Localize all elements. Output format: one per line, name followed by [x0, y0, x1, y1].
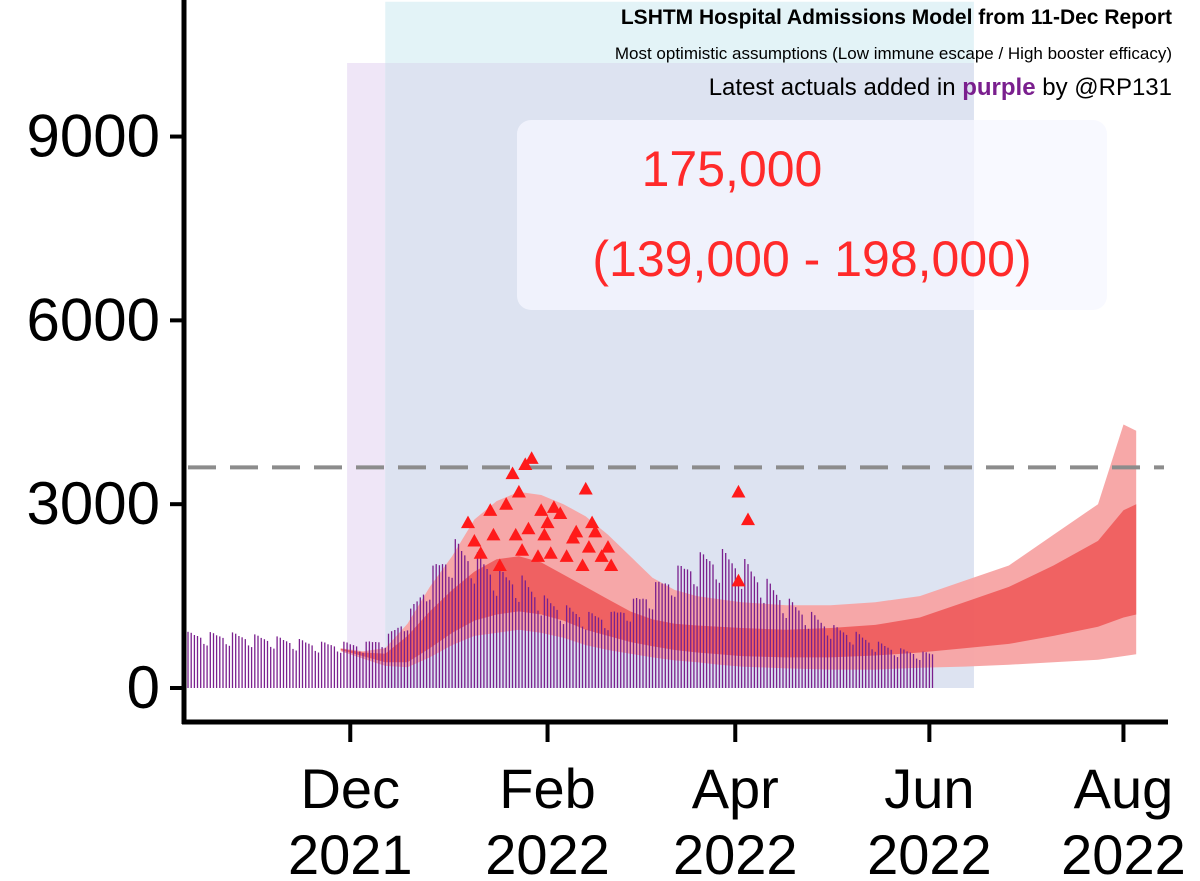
- reported-triangle: [461, 515, 475, 529]
- reported-triangle: [731, 573, 746, 587]
- x-tick-label-month: Aug: [1074, 757, 1174, 820]
- reported-triangle: [486, 527, 501, 541]
- y-tick-label: 9000: [27, 103, 160, 170]
- x-tick-label-year: 2021: [288, 823, 413, 881]
- x-tick-label-month: Feb: [499, 757, 596, 820]
- reported-triangle: [553, 506, 568, 519]
- reported-triangle: [575, 558, 590, 572]
- x-tick-label-month: Jun: [884, 757, 974, 820]
- reported-triangles: [461, 451, 755, 587]
- reported-triangle: [511, 484, 526, 498]
- annotation-box: [517, 120, 1107, 310]
- x-tick-label-year: 2022: [673, 823, 798, 881]
- note-highlight: purple: [962, 74, 1036, 101]
- reported-triangle: [531, 549, 545, 562]
- reported-triangle: [524, 451, 539, 464]
- y-tick-label: 3000: [27, 470, 160, 537]
- reported-triangle: [578, 481, 593, 495]
- reported-triangle: [569, 524, 584, 538]
- actuals-bars: [187, 539, 934, 688]
- reported-triangle: [492, 558, 507, 572]
- reported-triangle: [594, 549, 609, 562]
- x-tick-label-year: 2022: [485, 823, 610, 881]
- x-tick-label-month: Apr: [692, 757, 779, 820]
- reported-triangle: [585, 515, 600, 529]
- x-tick-label-year: 2022: [1061, 823, 1186, 881]
- reported-triangle: [604, 558, 619, 572]
- reported-triangle: [540, 515, 555, 529]
- note-prefix: Latest actuals added in: [708, 74, 956, 101]
- chart-subtitle: Most optimistic assumptions (Low immune …: [614, 44, 1172, 63]
- reported-triangle: [588, 524, 603, 538]
- reported-triangle: [537, 527, 552, 541]
- model-projection: [340, 424, 1137, 670]
- reported-triangle: [601, 540, 615, 553]
- y-tick-label: 6000: [27, 286, 160, 353]
- note-suffix: by @RP131: [1042, 74, 1172, 101]
- reported-triangle: [534, 503, 549, 516]
- chart-note: Latest actuals added in purple by @RP131: [709, 74, 1172, 102]
- reported-triangle: [508, 527, 523, 541]
- reported-triangle: [731, 484, 746, 498]
- reported-triangle: [499, 497, 514, 510]
- model-inner-band: [340, 504, 1137, 663]
- reported-triangle: [515, 543, 530, 556]
- reported-triangle: [505, 466, 520, 480]
- chart-title: LSHTM Hospital Admissions Model from 11-…: [620, 6, 1172, 29]
- y-tick-label: 0: [127, 654, 160, 721]
- x-tick-label-month: Dec: [300, 757, 400, 820]
- annotation-total: 175,000: [641, 141, 823, 197]
- reported-triangle: [546, 500, 561, 513]
- reported-triangle: [543, 546, 558, 559]
- x-tick-label-year: 2022: [867, 823, 992, 881]
- reported-triangle: [467, 533, 482, 547]
- reported-triangle: [581, 540, 596, 553]
- reported-triangle: [483, 503, 498, 516]
- reported-triangle: [741, 512, 755, 526]
- annotation-range: (139,000 - 198,000): [592, 231, 1032, 287]
- reported-triangle: [559, 549, 574, 562]
- reported-triangle: [473, 546, 488, 559]
- reported-triangle: [521, 521, 536, 535]
- axes: 0300060009000Dec2021Feb2022Apr2022Jun202…: [27, 0, 1186, 881]
